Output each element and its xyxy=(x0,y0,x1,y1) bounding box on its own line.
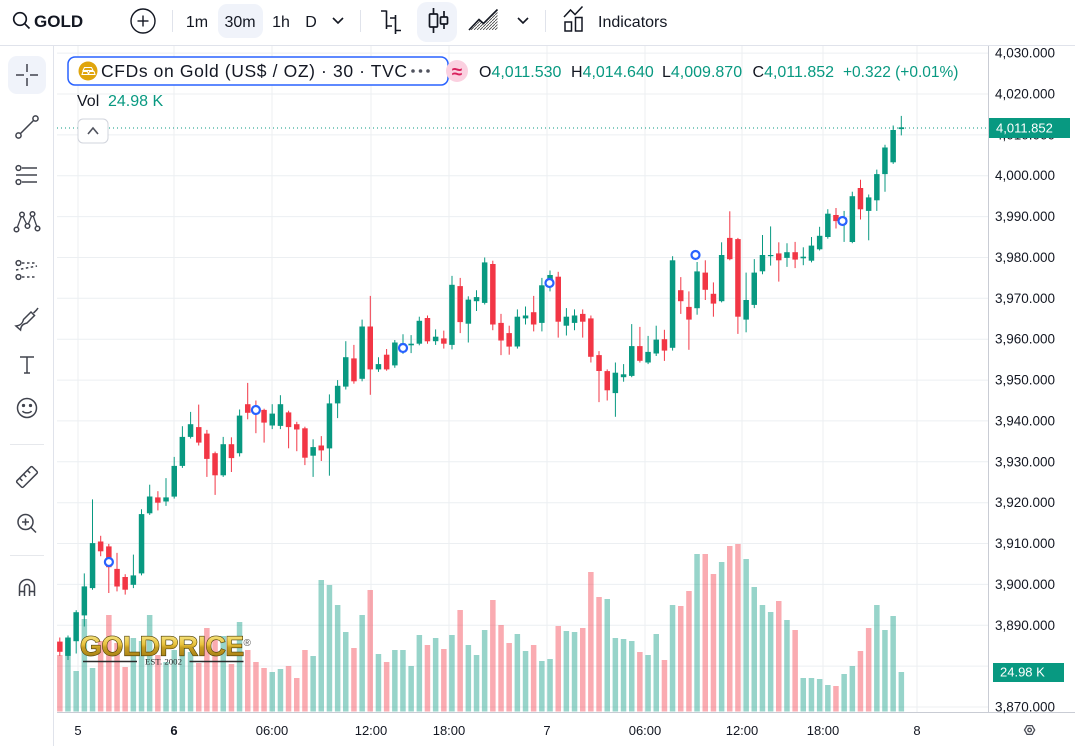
svg-text:1h: 1h xyxy=(272,14,290,31)
svg-text:24.98 K: 24.98 K xyxy=(108,93,163,110)
svg-text:3,950.000: 3,950.000 xyxy=(995,373,1055,388)
svg-text:3,930.000: 3,930.000 xyxy=(995,454,1055,469)
svg-text:7: 7 xyxy=(543,723,550,738)
svg-text:CFDs on Gold (US$ / OZ) · 30 ·: CFDs on Gold (US$ / OZ) · 30 · TVC xyxy=(101,61,408,81)
svg-text:5: 5 xyxy=(74,723,81,738)
svg-text:GOLD: GOLD xyxy=(34,12,83,31)
svg-text:4,030.000: 4,030.000 xyxy=(995,46,1055,61)
svg-text:1m: 1m xyxy=(186,14,208,31)
svg-text:H4,014.640: H4,014.640 xyxy=(571,64,654,81)
svg-text:L4,009.870: L4,009.870 xyxy=(662,64,742,81)
svg-text:3,900.000: 3,900.000 xyxy=(995,577,1055,592)
svg-text:4,000.000: 4,000.000 xyxy=(995,168,1055,183)
svg-text:3,980.000: 3,980.000 xyxy=(995,250,1055,265)
svg-text:O4,011.530: O4,011.530 xyxy=(479,64,562,81)
svg-text:®: ® xyxy=(244,638,252,649)
svg-text:≈: ≈ xyxy=(452,62,463,83)
svg-text:6: 6 xyxy=(170,723,177,738)
svg-text:EST. 2002: EST. 2002 xyxy=(145,657,182,667)
svg-text:12:00: 12:00 xyxy=(355,723,388,738)
svg-text:3,970.000: 3,970.000 xyxy=(995,291,1055,306)
svg-text:18:00: 18:00 xyxy=(807,723,840,738)
svg-text:3,940.000: 3,940.000 xyxy=(995,413,1055,428)
svg-text:3,920.000: 3,920.000 xyxy=(995,495,1055,510)
svg-text:3,890.000: 3,890.000 xyxy=(995,618,1055,633)
svg-text:3,910.000: 3,910.000 xyxy=(995,536,1055,551)
svg-text:24.98 K: 24.98 K xyxy=(1000,665,1045,680)
svg-text:4,020.000: 4,020.000 xyxy=(995,87,1055,102)
svg-text:8: 8 xyxy=(913,723,920,738)
svg-text:06:00: 06:00 xyxy=(629,723,662,738)
svg-text:18:00: 18:00 xyxy=(433,723,466,738)
svg-text:3,990.000: 3,990.000 xyxy=(995,209,1055,224)
svg-text:+0.322 (+0.01%): +0.322 (+0.01%) xyxy=(843,64,958,81)
svg-text:GOLDPRICE: GOLDPRICE xyxy=(80,631,244,662)
svg-text:3,870.000: 3,870.000 xyxy=(995,700,1055,715)
svg-text:06:00: 06:00 xyxy=(256,723,289,738)
svg-text:3,960.000: 3,960.000 xyxy=(995,332,1055,347)
svg-text:4,011.852: 4,011.852 xyxy=(996,121,1053,136)
svg-text:Indicators: Indicators xyxy=(598,14,667,31)
svg-text:C4,011.852: C4,011.852 xyxy=(753,64,835,81)
svg-text:D: D xyxy=(305,14,317,31)
svg-text:12:00: 12:00 xyxy=(726,723,759,738)
svg-text:30m: 30m xyxy=(224,14,255,31)
svg-text:Vol: Vol xyxy=(77,93,99,110)
